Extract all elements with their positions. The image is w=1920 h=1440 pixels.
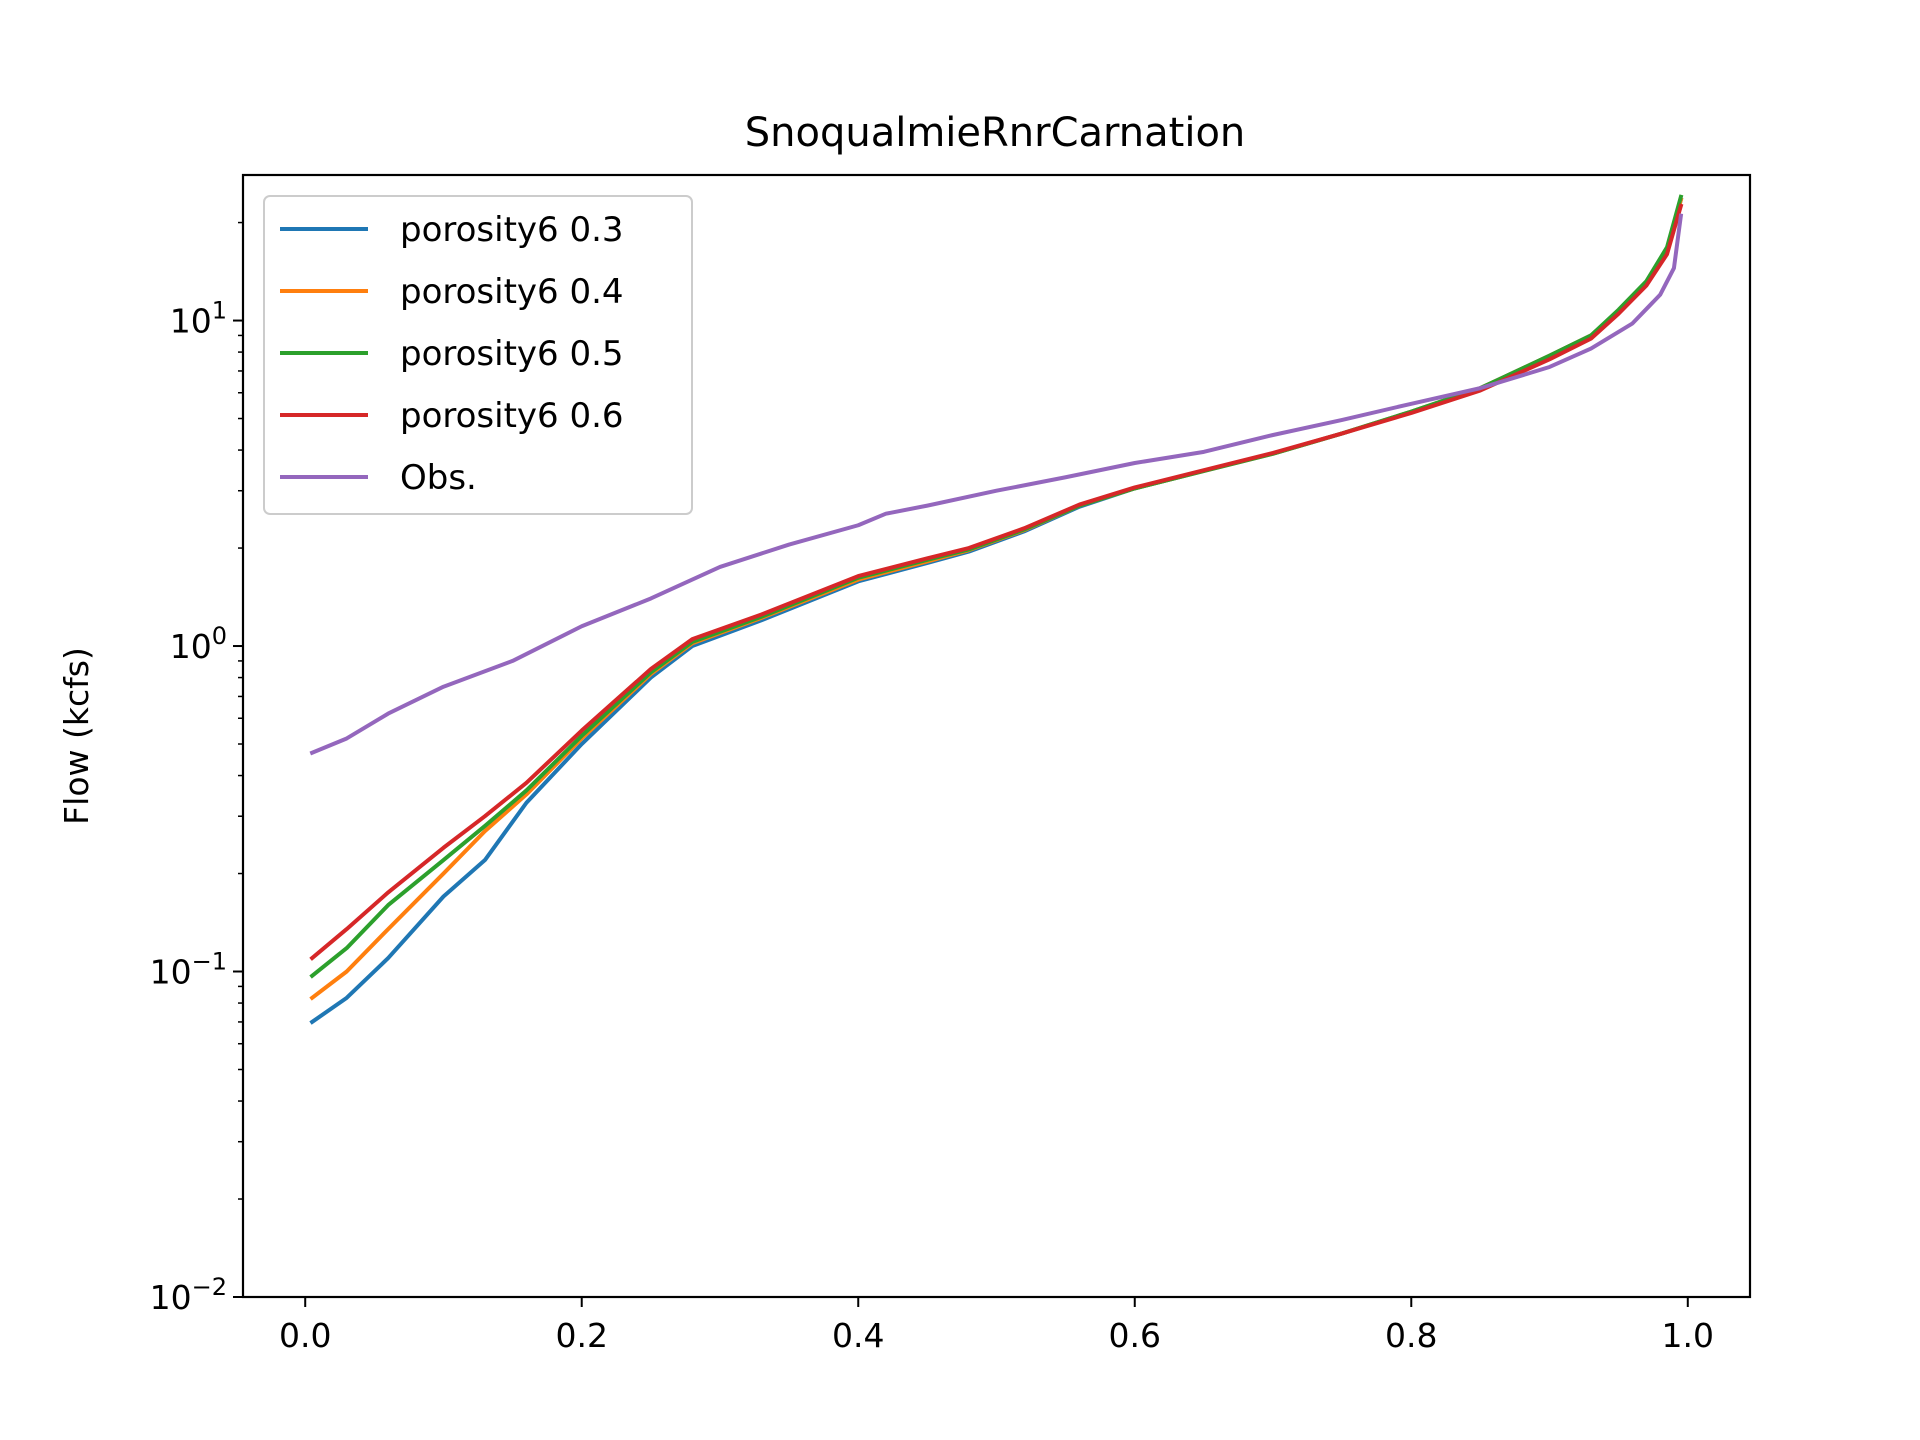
chart-title: SnoqualmieRnrCarnation <box>745 110 1246 156</box>
x-tick-label-5: 1.0 <box>1662 1316 1714 1355</box>
legend-label-3: porosity6 0.6 <box>400 396 624 436</box>
series-layer <box>309 194 1684 1025</box>
x-tick-label-0: 0.0 <box>279 1316 331 1355</box>
legend-label-4: Obs. <box>400 458 477 498</box>
y-axis-label: Flow (kcfs) <box>57 647 96 825</box>
legend-items: porosity6 0.3 porosity6 0.4 porosity6 0.5 p… <box>280 210 624 498</box>
legend-label-2: porosity6 0.5 <box>400 334 624 374</box>
legend: porosity6 0.3 porosity6 0.4 porosity6 0.5 p… <box>263 195 693 515</box>
x-axis: 0.0 0.2 0.4 0.6 0.8 1.0 <box>279 1297 1714 1355</box>
series-line-4 <box>309 213 1684 756</box>
x-tick-label-4: 0.8 <box>1385 1316 1437 1355</box>
y-tick-label-3: 101 <box>170 297 227 341</box>
legend-label-1: porosity6 0.4 <box>400 272 624 312</box>
legend-box <box>263 195 693 515</box>
x-tick-label-1: 0.2 <box>555 1316 607 1355</box>
y-tick-label-1: 10−1 <box>150 948 227 992</box>
series-line-3 <box>309 203 1684 961</box>
x-tick-label-3: 0.6 <box>1109 1316 1161 1355</box>
x-tick-label-2: 0.4 <box>832 1316 884 1355</box>
y-tick-label-2: 100 <box>170 622 227 666</box>
legend-label-0: porosity6 0.3 <box>400 210 624 250</box>
y-axis: 10−2 10−1 100 101 <box>150 221 243 1317</box>
y-tick-label-0: 10−2 <box>150 1273 227 1317</box>
plot-frame <box>241 173 1752 1299</box>
